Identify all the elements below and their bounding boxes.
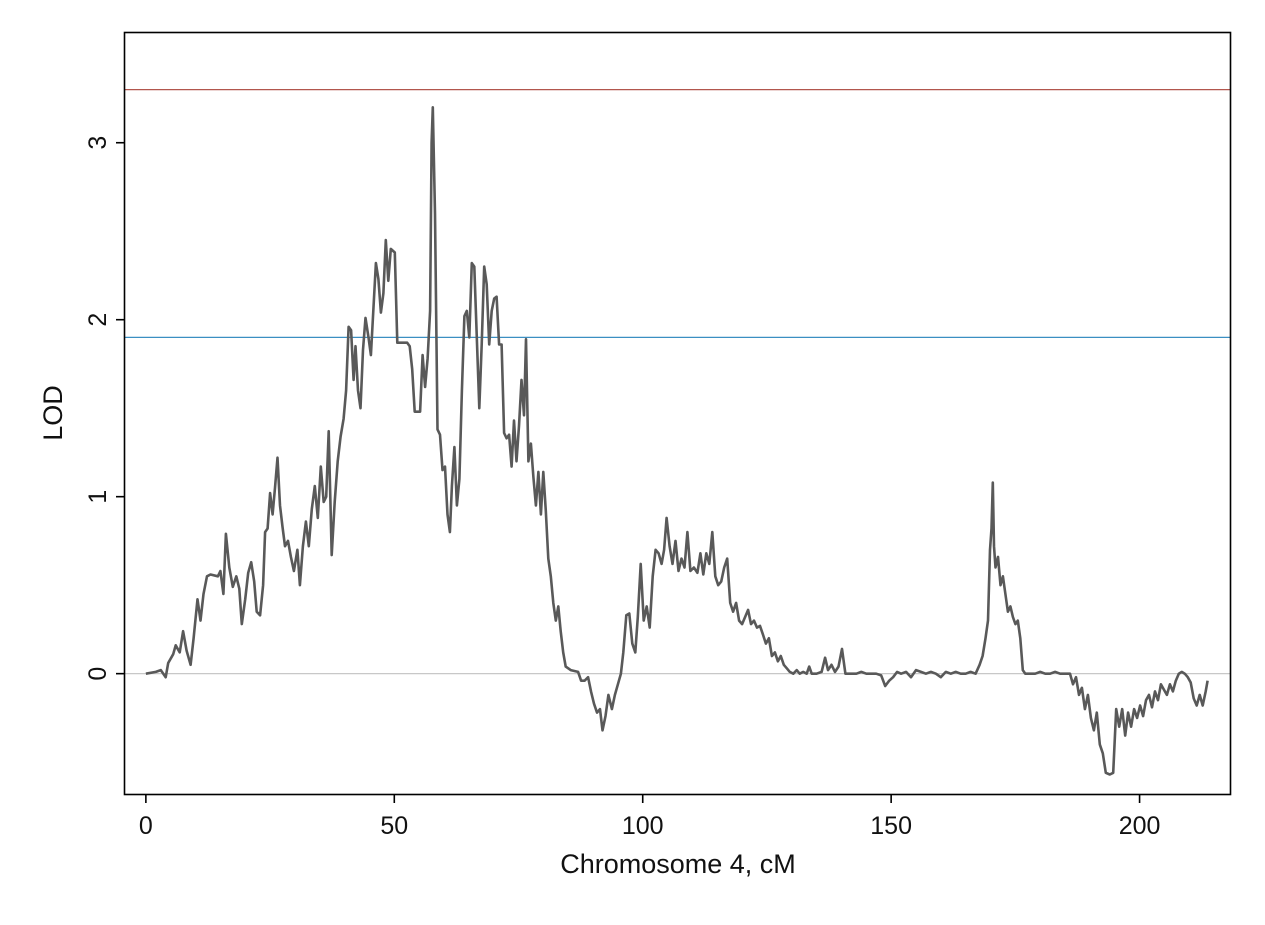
series-layer [145,106,1209,776]
x-axis: 0 50 100 150 200 [139,794,1161,840]
x-tick-label-50: 50 [380,812,408,840]
x-tick-label-200: 200 [1119,812,1161,840]
y-axis-title: LOD [38,385,68,441]
lod-curve-0 [145,106,1209,776]
y-axis: 0 1 2 3 [84,136,125,681]
y-tick-label-0: 0 [84,667,112,681]
y-tick-label-3: 3 [84,136,112,150]
y-tick-label-1: 1 [84,490,112,504]
x-tick-label-100: 100 [622,812,664,840]
reference-lines [125,88,1230,675]
x-axis-title: Chromosome 4, cM [560,849,796,879]
x-tick-label-0: 0 [139,812,153,840]
plot-frame [123,31,1232,796]
y-tick-label-2: 2 [84,313,112,327]
x-tick-label-150: 150 [870,812,912,840]
